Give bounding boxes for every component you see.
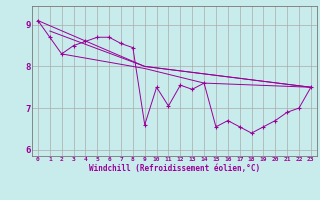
X-axis label: Windchill (Refroidissement éolien,°C): Windchill (Refroidissement éolien,°C) bbox=[89, 164, 260, 173]
